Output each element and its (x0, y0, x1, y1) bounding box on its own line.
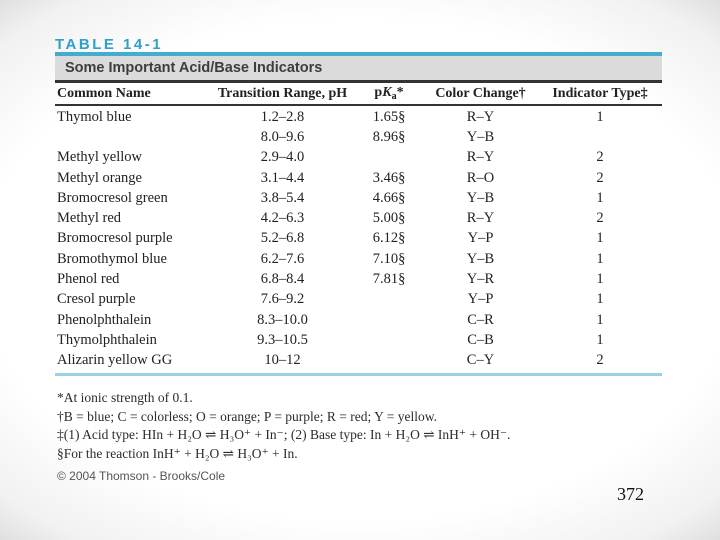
table-row: Thymolphthalein 9.3–10.5 C–B 1 (55, 330, 662, 350)
table-cell: Bromothymol blue (57, 250, 167, 267)
column-header-pka: pKa* (355, 85, 423, 102)
table-cell: 1 (596, 291, 604, 308)
table-row: 8.0–9.6 8.96§ Y–B (55, 127, 662, 147)
table-cell: 2 (596, 352, 604, 369)
table-cell: Methyl red (57, 210, 122, 227)
table-cell: 7.81§ (372, 271, 406, 288)
table-row: Phenol red 6.8–8.4 7.81§ Y–R 1 (55, 269, 662, 289)
table-row: Thymol blue 1.2–2.8 1.65§ R–Y 1 (55, 107, 662, 127)
pka-star: * (396, 85, 404, 100)
table-cell: 1 (596, 189, 604, 206)
copyright: © 2004 Thomson - Brooks/Cole (57, 469, 226, 483)
table-cell: Methyl yellow (57, 149, 142, 166)
table-label: TABLE 14-1 (55, 36, 164, 53)
table-cell: 2.9–4.0 (260, 149, 305, 166)
table-cell: C–B (467, 331, 494, 348)
table-cell: 2 (596, 169, 604, 186)
table-row: Methyl red 4.2–6.3 5.00§ R–Y 2 (55, 208, 662, 228)
table-cell: 3.46§ (372, 169, 406, 186)
table-cell: Cresol purple (57, 291, 136, 308)
table-cell: Bromocresol purple (57, 230, 173, 247)
table-cell: 1 (596, 230, 604, 247)
table-cell: 2 (596, 210, 604, 227)
table-title: Some Important Acid/Base Indicators (65, 60, 323, 76)
table-cell: Phenolphthalein (57, 311, 152, 328)
footnotes: *At ionic strength of 0.1. †B = blue; C =… (57, 389, 677, 463)
table-cell: 4.2–6.3 (260, 210, 305, 227)
table-cell: Thymol blue (57, 108, 132, 125)
table-cell: R–O (466, 169, 495, 186)
table-cell: Y–B (466, 250, 495, 267)
table-cell: R–Y (466, 108, 495, 125)
footnote-line: ‡(1) Acid type: HIn + H₂O ⇌ H₃O⁺ + In⁻; … (57, 427, 511, 442)
pka-subscript: a (391, 91, 397, 102)
table-header-row: Common Name Transition Range, pH pKa* Co… (55, 83, 662, 106)
table-cell: 5.2–6.8 (260, 230, 305, 247)
table-row: Cresol purple 7.6–9.2 Y–P 1 (55, 290, 662, 310)
table-cell: Alizarin yellow GG (57, 352, 173, 369)
table-cell: 6.2–7.6 (260, 250, 305, 267)
footnote-line: §For the reaction InH⁺ + H₂O ⇌ H₃O⁺ + In… (57, 445, 298, 461)
table-row: Bromocresol purple 5.2–6.8 6.12§ Y–P 1 (55, 229, 662, 249)
table-cell: 7.10§ (372, 250, 406, 267)
table-cell: Y–P (467, 230, 494, 247)
footnote-line: *At ionic strength of 0.1. (57, 390, 193, 405)
table-cell: 4.66§ (372, 189, 406, 206)
pka-prefix: p (374, 85, 383, 100)
table-cell: 1 (596, 311, 604, 328)
table-cell: C–R (467, 311, 494, 328)
table-title-bar: Some Important Acid/Base Indicators (55, 56, 662, 83)
table-cell: R–Y (466, 149, 495, 166)
table-row: Methyl yellow 2.9–4.0 R–Y 2 (55, 148, 662, 168)
teal-rule (55, 52, 662, 56)
table-row: Bromocresol green 3.8–5.4 4.66§ Y–B 1 (55, 188, 662, 208)
pka-symbol: K (382, 85, 392, 100)
table-cell: R–Y (466, 210, 495, 227)
table-row: Phenolphthalein 8.3–10.0 C–R 1 (55, 310, 662, 330)
table-row: Alizarin yellow GG 10–12 C–Y 2 (55, 351, 662, 371)
table-cell: 6.12§ (372, 230, 406, 247)
table-cell: 10–12 (264, 352, 301, 369)
table-cell: 6.8–8.4 (260, 271, 305, 288)
table-bottom-rule (55, 373, 662, 376)
table-cell: 7.6–9.2 (260, 291, 305, 308)
table-cell: Thymolphthalein (57, 331, 157, 348)
table-cell: Y–B (466, 128, 495, 145)
table-cell: 8.96§ (372, 128, 406, 145)
table-cell: 1.2–2.8 (260, 108, 305, 125)
table-cell: 1 (596, 250, 604, 267)
column-header-color-change: Color Change† (435, 85, 526, 101)
table-cell: Y–P (467, 291, 494, 308)
column-header-indicator-type: Indicator Type‡ (552, 85, 648, 101)
table-cell: 3.1–4.4 (260, 169, 305, 186)
table-cell: Phenol red (57, 271, 120, 288)
table-row: Methyl orange 3.1–4.4 3.46§ R–O 2 (55, 168, 662, 188)
table-cell: 1 (596, 108, 604, 125)
table-cell: Y–B (466, 189, 495, 206)
table-cell: Bromocresol green (57, 189, 168, 206)
table-cell: C–Y (466, 352, 495, 369)
table-cell: 3.8–5.4 (260, 189, 305, 206)
table-body: Thymol blue 1.2–2.8 1.65§ R–Y 1 8.0–9.6 8.96§ Y… (55, 107, 662, 371)
table-cell: 1.65§ (372, 108, 406, 125)
table-cell: Methyl orange (57, 169, 142, 186)
column-header-common-name: Common Name (57, 85, 151, 101)
page-number: 372 (617, 484, 644, 504)
table-cell: 5.00§ (372, 210, 406, 227)
table-cell: 8.3–10.0 (257, 311, 308, 328)
footnote-line: †B = blue; C = colorless; O = orange; P … (57, 408, 438, 424)
table-cell: 2 (596, 149, 604, 166)
table-cell: 8.0–9.6 (260, 128, 305, 145)
table-cell: 1 (596, 331, 604, 348)
table-cell: 9.3–10.5 (257, 331, 308, 348)
table-row: Bromothymol blue 6.2–7.6 7.10§ Y–B 1 (55, 249, 662, 269)
column-header-transition-range: Transition Range, pH (217, 85, 348, 101)
table-cell: 1 (596, 271, 604, 288)
table-cell: Y–R (466, 271, 495, 288)
